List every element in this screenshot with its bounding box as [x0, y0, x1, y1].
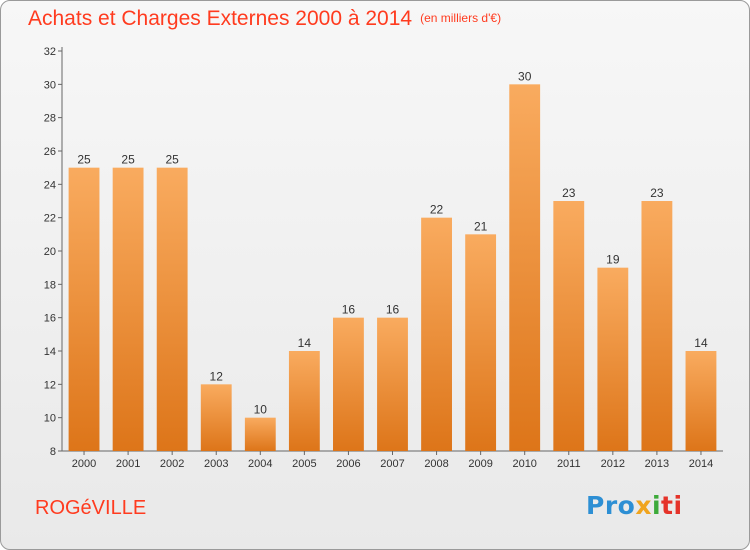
- x-tick-label-2014: 2014: [689, 458, 713, 470]
- x-tick-label-2007: 2007: [380, 458, 404, 470]
- y-tick-label: 28: [44, 113, 56, 125]
- y-tick-label: 32: [44, 46, 56, 58]
- bar-2000: [68, 167, 100, 451]
- bar-2001: [112, 167, 144, 451]
- data-label-2004: 10: [254, 403, 268, 417]
- bar-2006: [333, 317, 364, 451]
- y-tick-label: 14: [44, 346, 56, 358]
- proxiti-logo[interactable]: Proxiti: [586, 491, 683, 520]
- data-label-2011: 23: [562, 186, 576, 200]
- bar-2005: [288, 351, 320, 451]
- x-tick-label-2012: 2012: [601, 458, 625, 470]
- x-tick-label-2000: 2000: [72, 458, 96, 470]
- data-label-2008: 22: [430, 203, 444, 217]
- bar-2008: [421, 217, 452, 451]
- data-label-2006: 16: [342, 303, 356, 317]
- y-tick-label: 30: [44, 79, 56, 91]
- data-label-2000: 25: [77, 153, 91, 167]
- data-label-2014: 14: [694, 336, 708, 350]
- x-tick-label-2011: 2011: [557, 458, 581, 470]
- chart-title: Achats et Charges Externes 2000 à 2014 (e…: [28, 7, 502, 30]
- y-tick-label: 22: [44, 213, 56, 225]
- data-label-2003: 12: [210, 369, 224, 383]
- bar-2003: [200, 384, 232, 451]
- y-tick-label: 20: [44, 246, 56, 258]
- x-tick-label-2003: 2003: [204, 458, 228, 470]
- bar-2007: [377, 317, 408, 451]
- x-tick-label-2013: 2013: [645, 458, 669, 470]
- y-tick-label: 24: [44, 179, 56, 191]
- x-tick-label-2002: 2002: [160, 458, 184, 470]
- x-tick-label-2009: 2009: [468, 458, 492, 470]
- y-tick-label: 10: [44, 413, 56, 425]
- x-tick-label-2004: 2004: [248, 458, 272, 470]
- bar-2002: [156, 167, 188, 451]
- data-label-2013: 23: [650, 186, 664, 200]
- x-tick-label-2005: 2005: [292, 458, 316, 470]
- y-tick-label: 26: [44, 146, 56, 158]
- data-label-2001: 25: [121, 153, 135, 167]
- y-tick-label: 18: [44, 279, 56, 291]
- data-label-2009: 21: [474, 219, 488, 233]
- x-tick-label-2008: 2008: [424, 458, 448, 470]
- data-label-2010: 30: [518, 69, 532, 83]
- commune-name: ROGéVILLE: [35, 497, 147, 519]
- data-label-2002: 25: [165, 153, 179, 167]
- bar-2010: [509, 84, 541, 451]
- x-tick-label-2006: 2006: [336, 458, 360, 470]
- data-label-2007: 16: [386, 303, 400, 317]
- bar-2014: [685, 351, 717, 451]
- bar-2011: [553, 201, 585, 451]
- bar-2009: [465, 234, 497, 451]
- x-tick-label-2001: 2001: [116, 458, 140, 470]
- bar-2004: [244, 417, 276, 451]
- y-tick-label: 16: [44, 313, 56, 325]
- y-tick-label: 12: [44, 379, 56, 391]
- bar-2013: [641, 201, 673, 451]
- data-label-2005: 14: [298, 336, 312, 350]
- x-tick-label-2010: 2010: [512, 458, 536, 470]
- y-tick-label: 8: [50, 446, 56, 458]
- data-label-2012: 19: [606, 253, 620, 267]
- bar-2012: [597, 267, 629, 451]
- chart-unit: (en milliers d'€): [420, 11, 502, 25]
